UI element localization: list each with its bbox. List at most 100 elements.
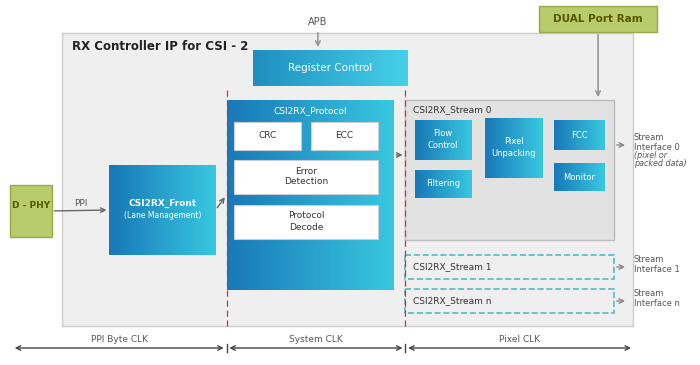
Bar [453, 170, 454, 198]
Bar [602, 163, 603, 191]
Bar [416, 120, 418, 160]
Bar [424, 120, 425, 160]
Text: Stream: Stream [634, 289, 664, 299]
Bar [574, 120, 575, 150]
Bar [424, 170, 425, 198]
Bar [583, 163, 584, 191]
Bar [109, 165, 112, 255]
Bar [463, 170, 465, 198]
Bar [431, 120, 433, 160]
Bar [160, 165, 163, 255]
Bar [435, 120, 438, 160]
Text: Register Control: Register Control [288, 63, 372, 73]
Bar [572, 120, 574, 150]
Bar [557, 120, 559, 150]
Bar [533, 118, 535, 178]
Bar [278, 50, 281, 86]
Bar [253, 100, 257, 290]
Bar [421, 170, 423, 198]
Bar [591, 163, 593, 191]
Bar [337, 50, 340, 86]
Bar [440, 120, 442, 160]
Bar [327, 50, 331, 86]
Bar [574, 163, 575, 191]
Bar [576, 120, 578, 150]
Bar [466, 120, 468, 160]
Bar [578, 120, 579, 150]
Bar [442, 120, 444, 160]
Bar [507, 118, 508, 178]
Bar [126, 165, 129, 255]
Bar [512, 118, 514, 178]
Bar [576, 163, 578, 191]
Bar [433, 170, 435, 198]
Bar [303, 100, 307, 290]
Text: CRC: CRC [258, 131, 276, 141]
Bar [519, 118, 521, 178]
Bar [324, 50, 328, 86]
Text: Error: Error [295, 166, 317, 176]
Bar [416, 170, 418, 198]
Bar [144, 165, 146, 255]
Bar [167, 165, 169, 255]
Bar [431, 170, 433, 198]
Bar [569, 163, 570, 191]
Bar [420, 120, 421, 160]
Bar [599, 120, 601, 150]
Bar [203, 165, 205, 255]
Bar [586, 163, 587, 191]
Bar [561, 120, 563, 150]
Bar [597, 163, 598, 191]
Bar [575, 163, 577, 191]
Bar [539, 118, 540, 178]
Bar [234, 122, 301, 150]
Text: Stream: Stream [634, 134, 664, 142]
Bar [415, 120, 417, 160]
Bar [591, 120, 593, 150]
Bar [392, 50, 396, 86]
Bar [496, 118, 498, 178]
Bar [237, 100, 240, 290]
Bar [438, 120, 440, 160]
Bar [589, 120, 591, 150]
Bar [128, 165, 131, 255]
Bar [601, 163, 603, 191]
Bar [175, 165, 178, 255]
Bar [346, 100, 351, 290]
Bar [433, 120, 435, 160]
Bar [486, 118, 488, 178]
Bar [270, 100, 274, 290]
Bar [562, 120, 564, 150]
Bar [300, 100, 304, 290]
Bar [122, 165, 125, 255]
Bar [521, 118, 522, 178]
Bar [195, 165, 197, 255]
Bar [564, 120, 565, 150]
Bar [522, 118, 524, 178]
Bar [470, 170, 471, 198]
Bar [424, 170, 426, 198]
Text: FCC: FCC [571, 131, 587, 139]
Bar [273, 100, 277, 290]
Bar [343, 100, 347, 290]
Bar [260, 50, 263, 86]
Bar [489, 118, 490, 178]
Bar [169, 165, 172, 255]
Bar [377, 50, 380, 86]
Bar [599, 163, 601, 191]
Bar [318, 50, 321, 86]
Bar [370, 100, 374, 290]
Text: Pixel CLK: Pixel CLK [499, 335, 540, 345]
Text: Detection: Detection [284, 177, 328, 187]
Bar [587, 120, 589, 150]
Bar [530, 118, 531, 178]
Bar [340, 100, 344, 290]
Text: Interface n: Interface n [634, 300, 680, 308]
Bar [461, 120, 462, 160]
Bar [437, 120, 438, 160]
Bar [442, 170, 444, 198]
Bar [466, 170, 468, 198]
Text: ECC: ECC [335, 131, 353, 141]
Bar [183, 165, 186, 255]
Text: Interface 0: Interface 0 [634, 142, 680, 151]
